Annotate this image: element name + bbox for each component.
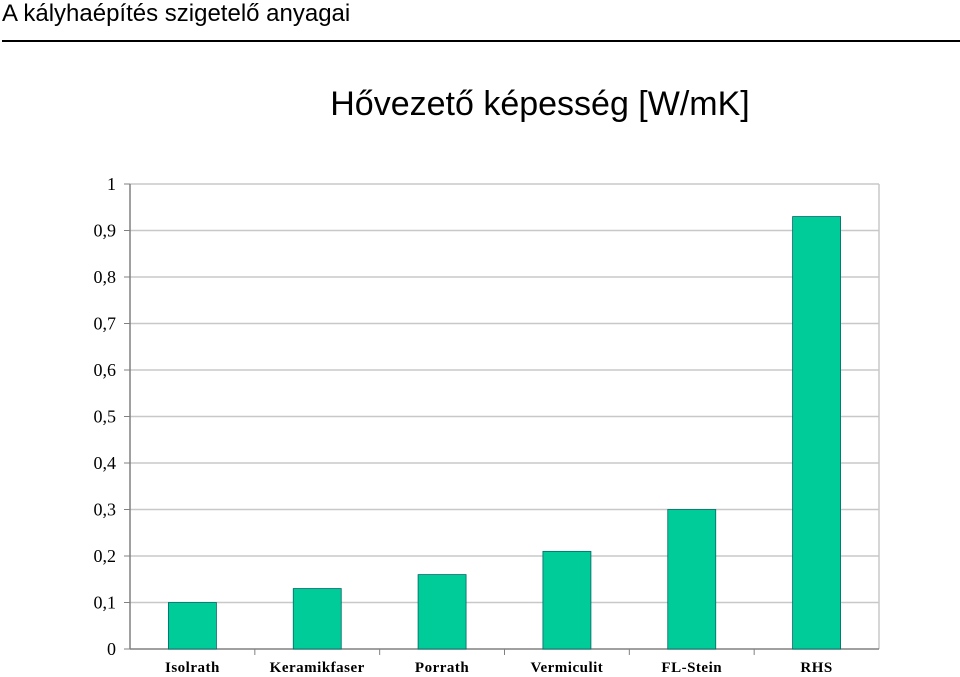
y-tick-label: 0,7	[94, 314, 117, 334]
y-tick-label: 0,3	[94, 500, 117, 520]
y-tick-label: 0,9	[94, 221, 117, 241]
bar	[542, 550, 592, 650]
bar	[667, 509, 717, 650]
chart-title: Hővezető képesség [W/mK]	[330, 85, 750, 123]
x-tick-label: Keramikfaser	[270, 660, 365, 676]
y-tick-label: 0,8	[94, 267, 117, 287]
x-tick-label: Isolrath	[165, 660, 220, 676]
title-divider	[2, 40, 960, 42]
y-tick-label: 0,2	[94, 546, 117, 566]
y-tick-label: 0	[107, 639, 116, 659]
bar	[292, 588, 342, 650]
x-tick-label: Porrath	[415, 660, 469, 676]
bar	[792, 216, 841, 650]
y-tick-label: 1	[107, 174, 116, 194]
x-tick-label: FL-Stein	[661, 660, 722, 676]
bar	[417, 574, 467, 650]
bar	[168, 602, 217, 650]
x-tick-label: RHS	[800, 660, 832, 676]
page-title: A kályhaépítés szigetelő anyagai	[2, 0, 351, 27]
y-tick-label: 0,6	[94, 360, 117, 380]
y-tick-label: 0,5	[94, 407, 117, 427]
y-tick-label: 0,4	[94, 453, 117, 473]
y-tick-label: 0,1	[94, 593, 117, 613]
x-tick-label: Vermiculit	[531, 660, 604, 676]
